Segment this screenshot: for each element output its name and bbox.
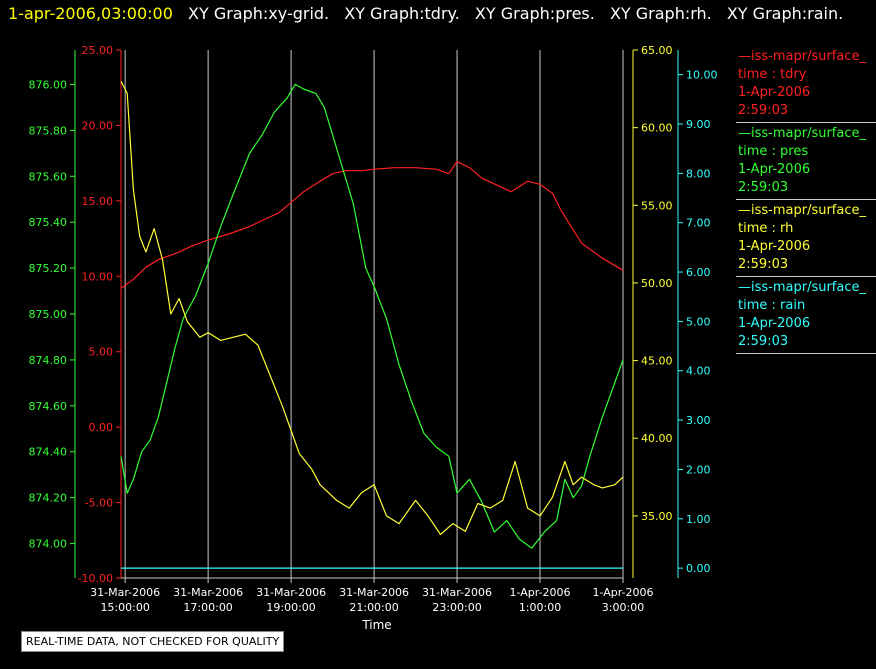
rain-tick-label: 4.00 — [686, 365, 711, 378]
series-line-pres — [120, 83, 624, 549]
graph-name-pres: XY Graph:pres. — [474, 4, 595, 23]
x-tick-label: 15:00:00 — [100, 601, 149, 614]
tdry-tick-label: -5.00 — [85, 497, 113, 510]
rain-tick-label: 0.00 — [686, 562, 711, 575]
x-tick-label: 21:00:00 — [349, 601, 398, 614]
x-tick-label: 31-Mar-2006 — [256, 586, 326, 599]
legend-source: —iss-mapr/surface_ — [738, 49, 867, 64]
rh-tick-label: 45.00 — [641, 355, 673, 368]
pres-tick-label: 874.80 — [29, 354, 68, 367]
tdry-tick-label: 20.00 — [82, 119, 114, 132]
x-tick-label: 23:00:00 — [432, 601, 481, 614]
rh-tick-label: 65.00 — [641, 44, 673, 57]
graph-name-rh: XY Graph:rh. — [609, 4, 712, 23]
rain-tick-label: 1.00 — [686, 513, 711, 526]
tdry-tick-label: 15.00 — [82, 195, 114, 208]
series-line-tdry — [120, 161, 624, 289]
rh-tick-label: 60.00 — [641, 122, 673, 135]
legend-source: —iss-mapr/surface_ — [738, 203, 867, 218]
legend-date: 1-Apr-2006 — [738, 162, 811, 177]
legend-variable: time : pres — [738, 144, 809, 159]
pres-tick-label: 874.20 — [29, 492, 68, 505]
pres-tick-label: 876.00 — [29, 78, 68, 91]
x-axis-label: Time — [361, 618, 391, 632]
legend-time: 2:59:03 — [738, 257, 789, 272]
tdry-tick-label: 0.00 — [89, 421, 114, 434]
rain-tick-label: 6.00 — [686, 266, 711, 279]
x-tick-label: 31-Mar-2006 — [173, 586, 243, 599]
x-tick-label: 31-Mar-2006 — [90, 586, 160, 599]
legend-date: 1-Apr-2006 — [738, 85, 811, 100]
title-bar: 1-apr-2006,03:00:00 XY Graph:xy-grid. XY… — [8, 2, 853, 26]
pres-tick-label: 874.40 — [29, 446, 68, 459]
rain-tick-label: 7.00 — [686, 217, 711, 230]
x-tick-label: 1-Apr-2006 — [592, 586, 653, 599]
pres-tick-label: 875.40 — [29, 216, 68, 229]
legend-variable: time : tdry — [738, 67, 807, 82]
legend-entry-rh[interactable]: —iss-mapr/surface_ time : rh 1-Apr-2006 … — [736, 200, 876, 277]
tdry-tick-label: 5.00 — [89, 346, 114, 359]
legend-time: 2:59:03 — [738, 334, 789, 349]
legend-variable: time : rain — [738, 298, 806, 313]
legend-entry-rain[interactable]: —iss-mapr/surface_ time : rain 1-Apr-200… — [736, 277, 876, 354]
legend-entry-pres[interactable]: —iss-mapr/surface_ time : pres 1-Apr-200… — [736, 123, 876, 200]
legend-entry-tdry[interactable]: —iss-mapr/surface_ time : tdry 1-Apr-200… — [736, 46, 876, 123]
pres-tick-label: 874.00 — [29, 538, 68, 551]
pres-tick-label: 874.60 — [29, 400, 68, 413]
x-tick-label: 3:00:00 — [602, 601, 644, 614]
rain-tick-label: 5.00 — [686, 315, 711, 328]
series-line-rh — [120, 80, 624, 536]
rh-tick-label: 50.00 — [641, 277, 673, 290]
rain-tick-label: 3.00 — [686, 414, 711, 427]
pres-tick-label: 875.00 — [29, 308, 68, 321]
legend: —iss-mapr/surface_ time : tdry 1-Apr-200… — [736, 46, 876, 354]
legend-date: 1-Apr-2006 — [738, 239, 811, 254]
x-tick-label: 31-Mar-2006 — [422, 586, 492, 599]
legend-variable: time : rh — [738, 221, 794, 236]
legend-time: 2:59:03 — [738, 180, 789, 195]
current-time: 1-apr-2006,03:00:00 — [8, 4, 173, 23]
x-tick-label: 1-Apr-2006 — [510, 586, 571, 599]
rain-tick-label: 8.00 — [686, 167, 711, 180]
rain-tick-label: 2.00 — [686, 463, 711, 476]
graph-name-grid: XY Graph:xy-grid. — [188, 4, 330, 23]
rain-tick-label: 9.00 — [686, 118, 711, 131]
rh-tick-label: 55.00 — [641, 199, 673, 212]
legend-date: 1-Apr-2006 — [738, 316, 811, 331]
pres-tick-label: 875.20 — [29, 262, 68, 275]
legend-source: —iss-mapr/surface_ — [738, 126, 867, 141]
x-tick-label: 1:00:00 — [519, 601, 561, 614]
graph-name-tdry: XY Graph:tdry. — [344, 4, 460, 23]
quality-notice: REAL-TIME DATA, NOT CHECKED FOR QUALITY — [21, 631, 285, 652]
x-tick-label: 31-Mar-2006 — [339, 586, 409, 599]
rh-tick-label: 40.00 — [641, 432, 673, 445]
x-tick-label: 17:00:00 — [183, 601, 232, 614]
legend-source: —iss-mapr/surface_ — [738, 280, 867, 295]
legend-time: 2:59:03 — [738, 103, 789, 118]
rain-tick-label: 10.00 — [686, 69, 718, 82]
pres-tick-label: 875.80 — [29, 124, 68, 137]
tdry-tick-label: 25.00 — [82, 44, 114, 57]
tdry-tick-label: 10.00 — [82, 270, 114, 283]
pres-tick-label: 875.60 — [29, 170, 68, 183]
graph-name-rain: XY Graph:rain. — [726, 4, 844, 23]
rh-tick-label: 35.00 — [641, 510, 673, 523]
x-tick-label: 19:00:00 — [266, 601, 315, 614]
tdry-tick-label: -10.00 — [78, 572, 113, 585]
